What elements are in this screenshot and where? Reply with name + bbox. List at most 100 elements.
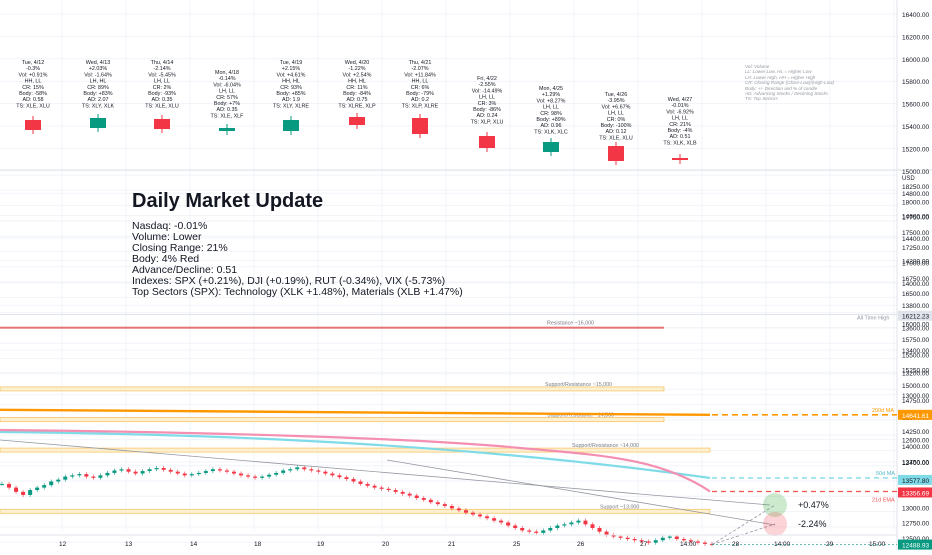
price-candle (358, 481, 363, 484)
card-line: AD: 0.51 (670, 134, 691, 140)
price-candle (435, 502, 440, 505)
resistance-band (0, 326, 664, 329)
price-candle (555, 525, 560, 528)
axis-tick-label: 12750.00 (902, 521, 929, 528)
price-candle (316, 470, 321, 472)
price-candle (639, 540, 644, 542)
price-candle (189, 474, 194, 476)
price-candle (576, 520, 581, 523)
card-candle-body (543, 142, 559, 152)
price-candle (119, 469, 124, 471)
x-axis-tick-label: 29 (826, 541, 834, 548)
price-candle (98, 475, 103, 478)
projection-up-line (711, 504, 776, 545)
top-axis-tick-label: 15200.00 (902, 146, 929, 153)
price-candle (267, 474, 272, 477)
x-axis-tick-label: 20 (382, 541, 390, 548)
price-candle (7, 483, 12, 488)
price-candle (604, 531, 609, 535)
price-candle (407, 493, 412, 496)
x-axis-tick-label: 15:00 (869, 541, 886, 548)
price-candle (513, 525, 518, 528)
card-line: Body: +83% (83, 91, 112, 97)
card-line: +2.03% (89, 66, 108, 72)
legend-note-line: LL: Lower Low, HL = Higher Low (745, 69, 812, 75)
card-line: CR: 15% (22, 85, 44, 91)
card-line: Vol: +4.61% (277, 72, 306, 78)
price-candle (625, 537, 630, 540)
top-axis-tick-label: 13400.00 (902, 348, 929, 355)
price-candle (365, 483, 370, 486)
price-candle (140, 471, 145, 474)
summary-line: Nasdaq: -0.01% (132, 220, 208, 232)
card-line: CR: 93% (280, 85, 302, 91)
support-band (0, 508, 711, 514)
axis-tick-label: 17250.00 (902, 245, 929, 252)
price-candle (695, 541, 700, 543)
price-candle (63, 476, 68, 480)
price-candle (393, 490, 398, 492)
ema21-line (0, 428, 711, 493)
card-date: Fri, 4/22 (477, 76, 497, 82)
card-line: CR: 2% (153, 85, 172, 91)
card-line: Body: -4% (668, 128, 693, 134)
price-candle (0, 483, 4, 485)
x-axis-tick-label: 14:00 (680, 541, 697, 548)
axis-tick-label: 15250.00 (902, 368, 929, 375)
axis-tick-label: 18000.00 (902, 199, 929, 206)
card-line: TS: XLK, XLC (534, 129, 568, 135)
card-date: Tue, 4/26 (605, 92, 628, 98)
card-line: TS: XLP, XLRE (402, 103, 439, 109)
price-candle (541, 530, 546, 533)
ath-badge (898, 310, 932, 321)
top-axis-tick-label: 15000.00 (902, 169, 929, 176)
projection-down-marker (763, 512, 787, 536)
card-line: -2.07% (411, 66, 428, 72)
price-candle (42, 485, 47, 488)
x-axis-tick-label: 27 (640, 541, 648, 548)
card-line: Vol: -1.64% (84, 72, 112, 78)
card-candle-body (349, 117, 365, 125)
price-candle (485, 516, 490, 519)
ma200-line (0, 408, 711, 417)
level-label: Support/Resistance ~14,500 (547, 413, 614, 419)
card-line: -3.95% (607, 98, 624, 104)
price-candle (463, 510, 468, 513)
card-date: Tue, 4/12 (22, 60, 45, 66)
price-candle (470, 512, 475, 515)
ma50-line (0, 430, 711, 480)
level-label: Support ~13,000 (600, 504, 639, 510)
price-candle (274, 472, 279, 475)
card-line: -0.3% (26, 66, 40, 72)
price-candle (84, 474, 89, 477)
price-candle (14, 487, 19, 492)
summary-line: Advance/Decline: 0.51 (132, 264, 238, 276)
card-line: Body: -84% (343, 91, 371, 97)
card-candle-body (283, 120, 299, 131)
card-date: Mon, 4/18 (215, 70, 239, 76)
card-candle-body (672, 158, 688, 160)
price-candle (386, 488, 391, 491)
price-candle (133, 471, 138, 474)
projection-down-line (711, 523, 776, 545)
price-candle (196, 472, 201, 475)
ema21-label: 21d EMA (872, 497, 895, 503)
currency-label: USD (902, 176, 915, 182)
price-candle (611, 534, 616, 537)
card-line: -2.55% (478, 82, 495, 88)
price-candle (583, 520, 588, 525)
card-line: LH, LL (543, 105, 559, 111)
axis-tick-label: 18250.00 (902, 184, 929, 191)
card-date: Wed, 4/27 (668, 97, 692, 103)
x-axis-tick-label: 25 (513, 541, 521, 548)
card-line: AD: 0.96 (541, 123, 562, 129)
price-candle (337, 475, 342, 478)
price-candle (239, 473, 244, 476)
price-candle (323, 471, 328, 474)
price-candle (492, 518, 497, 521)
top-axis-tick-label: 16400.00 (902, 12, 929, 19)
card-line: CR: 98% (540, 111, 562, 117)
price-candle (449, 505, 454, 509)
